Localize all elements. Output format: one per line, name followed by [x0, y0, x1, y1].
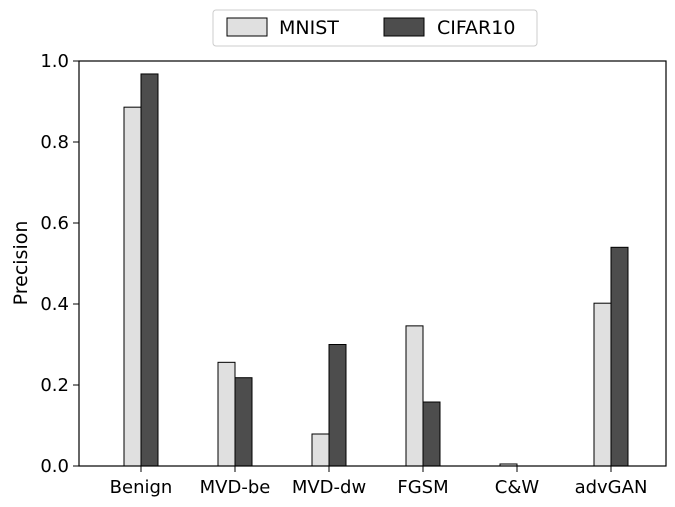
- x-axis-ticks: Benign MVD-be MVD-dw FGSM C&W advGAN: [110, 466, 648, 498]
- y-tick-label: 0.4: [40, 294, 69, 315]
- bar-mnist-mvd-dw: [311, 433, 330, 467]
- plot-area-frame: [78, 60, 667, 467]
- legend-swatch-mnist: [226, 17, 268, 37]
- legend-label-cifar10: CIFAR10: [437, 17, 515, 39]
- x-tick-label: FGSM: [397, 477, 448, 498]
- legend-label-mnist: MNIST: [279, 17, 339, 39]
- legend-frame: [212, 9, 538, 47]
- x-tick-label: advGAN: [575, 477, 648, 498]
- x-tick-label: MVD-dw: [292, 477, 366, 498]
- y-tick-label: 0.8: [40, 132, 69, 153]
- legend-swatch-cifar10: [383, 17, 425, 37]
- bar-cifar10-mvd-dw: [328, 344, 347, 467]
- x-tick-label: Benign: [110, 477, 173, 498]
- y-tick-label: 0.6: [40, 213, 69, 234]
- bar-cifar10-benign: [140, 73, 159, 467]
- bar-mnist-fgsm: [405, 325, 424, 467]
- x-tick-label: MVD-be: [200, 477, 271, 498]
- bar-mnist-benign: [123, 106, 142, 467]
- y-axis-ticks: 0.0 0.2 0.4 0.6 0.8 1.0: [40, 51, 79, 477]
- bars: [123, 73, 629, 467]
- legend: MNIST CIFAR10: [212, 9, 538, 47]
- y-tick-label: 0.2: [40, 375, 69, 396]
- bar-mnist-advgan: [593, 302, 612, 467]
- bar-cifar10-fgsm: [422, 401, 441, 467]
- y-tick-label: 1.0: [40, 51, 69, 72]
- bar-cifar10-advgan: [610, 246, 629, 467]
- x-tick-label: C&W: [495, 477, 540, 498]
- y-tick-label: 0.0: [40, 456, 69, 477]
- y-axis-label: Precision: [10, 221, 32, 306]
- bar-mnist-mvd-be: [217, 361, 236, 467]
- bar-cifar10-mvd-be: [234, 377, 253, 467]
